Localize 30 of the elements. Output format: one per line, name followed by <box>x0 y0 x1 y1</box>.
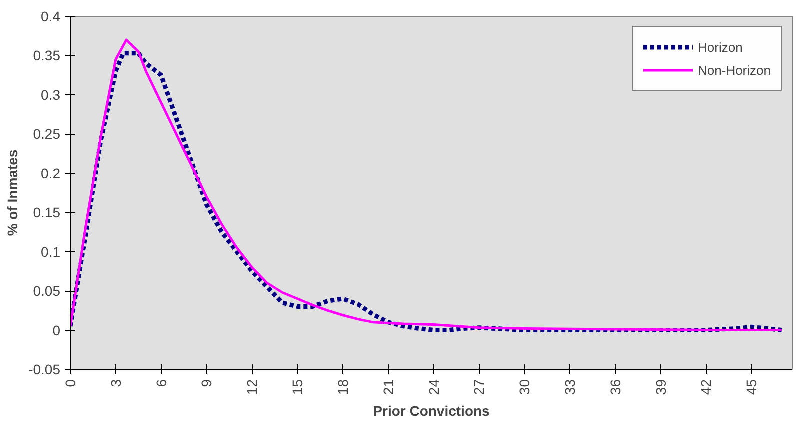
legend-label: Horizon <box>698 40 743 54</box>
y-axis-title: % of Inmates <box>4 150 21 236</box>
x-tick-label: 36 <box>607 379 624 396</box>
y-tick-label: 0.1 <box>41 244 61 260</box>
x-tick-label: 45 <box>744 379 760 396</box>
x-tick-label: 30 <box>516 379 533 396</box>
y-tick-label: 0.4 <box>41 8 61 24</box>
y-tick-label: 0.35 <box>33 48 61 64</box>
x-tick-label: 33 <box>562 379 578 396</box>
x-tick-label: 12 <box>244 379 260 396</box>
x-tick-label: 21 <box>380 379 396 396</box>
y-tick-label: 0.2 <box>41 165 61 182</box>
x-tick-label: 15 <box>290 379 306 396</box>
x-tick-label: 3 <box>108 379 124 388</box>
y-tick-label: 0.25 <box>33 126 61 142</box>
x-tick-label: 0 <box>62 379 78 388</box>
y-tick-label: -0.05 <box>28 362 61 378</box>
y-tick-label: 0 <box>52 322 61 338</box>
x-tick-label: 6 <box>153 379 170 388</box>
x-tick-label: 39 <box>652 379 669 396</box>
x-tick-label: 18 <box>334 379 351 396</box>
y-tick-label: 0.15 <box>33 204 61 221</box>
x-tick-label: 9 <box>198 379 215 388</box>
x-tick-label: 42 <box>698 379 714 396</box>
x-tick-label: 24 <box>426 379 442 396</box>
y-tick-label: 0.05 <box>33 283 61 300</box>
x-axis-title: Prior Convictions <box>373 403 490 420</box>
y-tick-label: 0.3 <box>41 86 61 103</box>
x-tick-label: 27 <box>471 379 488 396</box>
legend-label: Non-Horizon <box>698 62 771 78</box>
